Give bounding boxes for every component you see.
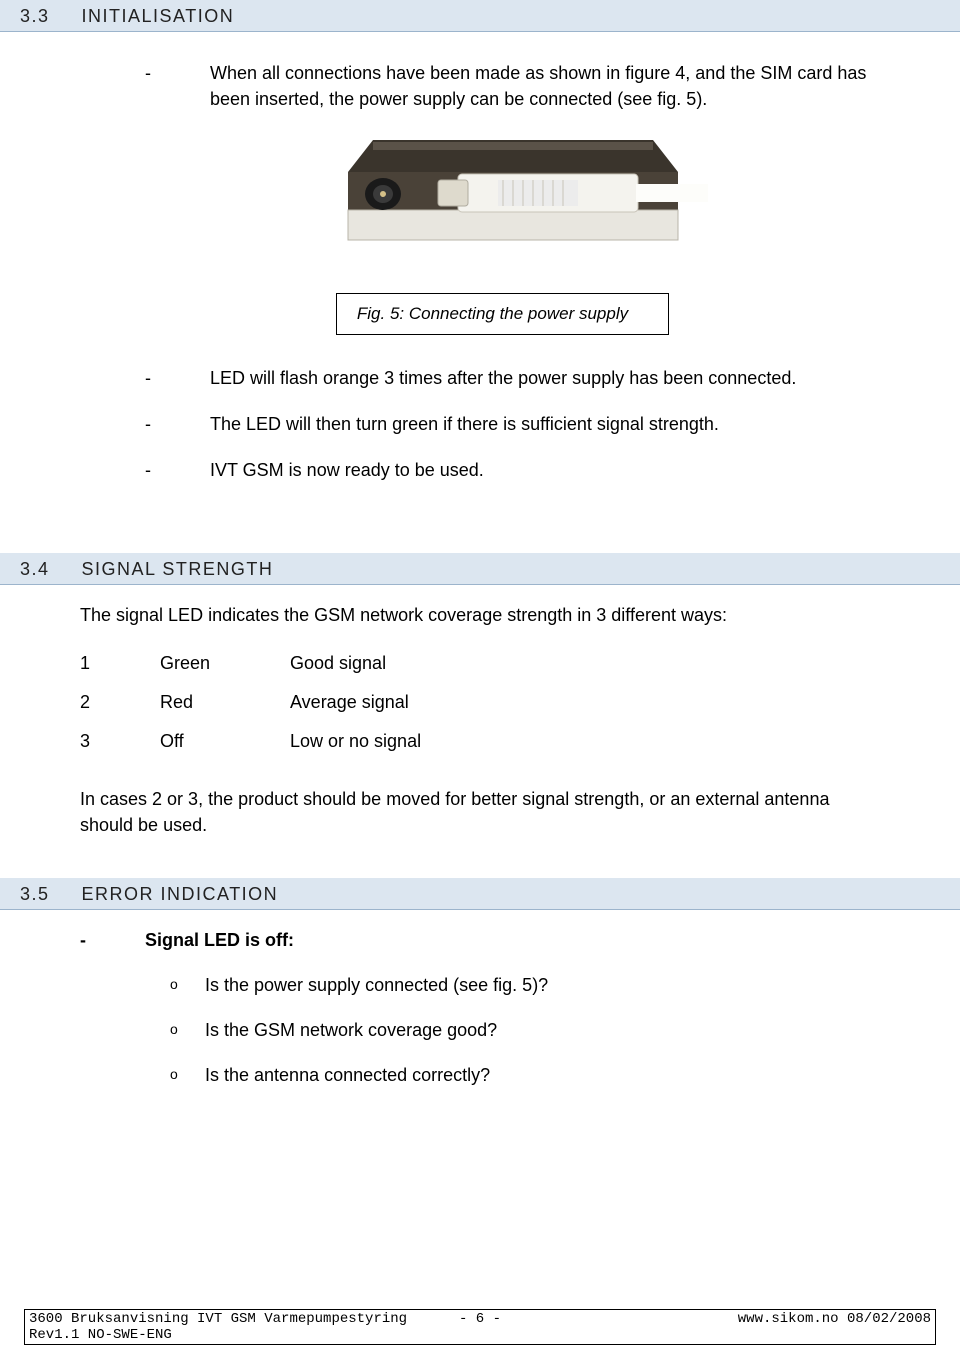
footer-right: www.sikom.no 08/02/2008 <box>515 1311 931 1343</box>
section-34-intro: The signal LED indicates the GSM network… <box>80 603 880 628</box>
section-header-34: 3.4 SIGNAL STRENGTH <box>0 553 960 585</box>
section-header-33: 3.3 INITIALISATION <box>0 0 960 32</box>
footer-page-number: - 6 - <box>445 1311 515 1343</box>
figure-5: Fig. 5: Connecting the power supply <box>145 132 880 335</box>
section-35-content: - Signal LED is off: o Is the power supp… <box>0 910 960 1149</box>
dash-icon: - <box>145 457 210 483</box>
signal-num: 1 <box>80 653 160 674</box>
signal-row: 1 Green Good signal <box>80 653 880 674</box>
signal-desc: Good signal <box>290 653 386 674</box>
figure-caption: Fig. 5: Connecting the power supply <box>336 293 669 335</box>
bullet-text: LED will flash orange 3 times after the … <box>210 365 796 391</box>
signal-desc: Average signal <box>290 692 409 713</box>
section-num: 3.4 <box>20 559 75 580</box>
circle-bullet-icon: o <box>170 1063 205 1088</box>
section-34-note: In cases 2 or 3, the product should be m… <box>80 786 880 838</box>
page-footer: 3600 Bruksanvisning IVT GSM Varmepumpest… <box>24 1309 936 1345</box>
bullet-text: When all connections have been made as s… <box>210 60 880 112</box>
circle-bullet-icon: o <box>170 973 205 998</box>
dash-icon: - <box>145 60 210 112</box>
section-title: INITIALISATION <box>82 6 235 26</box>
bullet-item: - When all connections have been made as… <box>145 60 880 112</box>
section-title: SIGNAL STRENGTH <box>82 559 274 579</box>
section-header-35: 3.5 ERROR INDICATION <box>0 878 960 910</box>
error-lead: - Signal LED is off: <box>80 930 880 951</box>
error-question-text: Is the power supply connected (see fig. … <box>205 973 548 998</box>
section-num: 3.5 <box>20 884 75 905</box>
bullet-item: - The LED will then turn green if there … <box>145 411 880 437</box>
dash-icon: - <box>145 411 210 437</box>
signal-color: Off <box>160 731 290 752</box>
dash-icon: - <box>80 930 145 951</box>
signal-row: 2 Red Average signal <box>80 692 880 713</box>
bullet-text: The LED will then turn green if there is… <box>210 411 719 437</box>
error-question: o Is the antenna connected correctly? <box>170 1063 880 1088</box>
signal-num: 2 <box>80 692 160 713</box>
section-33-content: - When all connections have been made as… <box>0 32 960 553</box>
bullet-text: IVT GSM is now ready to be used. <box>210 457 484 483</box>
signal-row: 3 Off Low or no signal <box>80 731 880 752</box>
error-lead-text: Signal LED is off: <box>145 930 294 951</box>
error-question-text: Is the antenna connected correctly? <box>205 1063 490 1088</box>
bullet-item: - LED will flash orange 3 times after th… <box>145 365 880 391</box>
error-question-text: Is the GSM network coverage good? <box>205 1018 497 1043</box>
signal-desc: Low or no signal <box>290 731 421 752</box>
signal-num: 3 <box>80 731 160 752</box>
circle-bullet-icon: o <box>170 1018 205 1043</box>
error-question: o Is the power supply connected (see fig… <box>170 973 880 998</box>
signal-color: Green <box>160 653 290 674</box>
error-question: o Is the GSM network coverage good? <box>170 1018 880 1043</box>
section-34-content: The signal LED indicates the GSM network… <box>0 585 960 877</box>
footer-left: 3600 Bruksanvisning IVT GSM Varmepumpest… <box>29 1311 445 1343</box>
section-num: 3.3 <box>20 6 75 27</box>
bullet-item: - IVT GSM is now ready to be used. <box>145 457 880 483</box>
dash-icon: - <box>145 365 210 391</box>
signal-color: Red <box>160 692 290 713</box>
section-title: ERROR INDICATION <box>82 884 279 904</box>
figure-5-image <box>318 132 708 282</box>
